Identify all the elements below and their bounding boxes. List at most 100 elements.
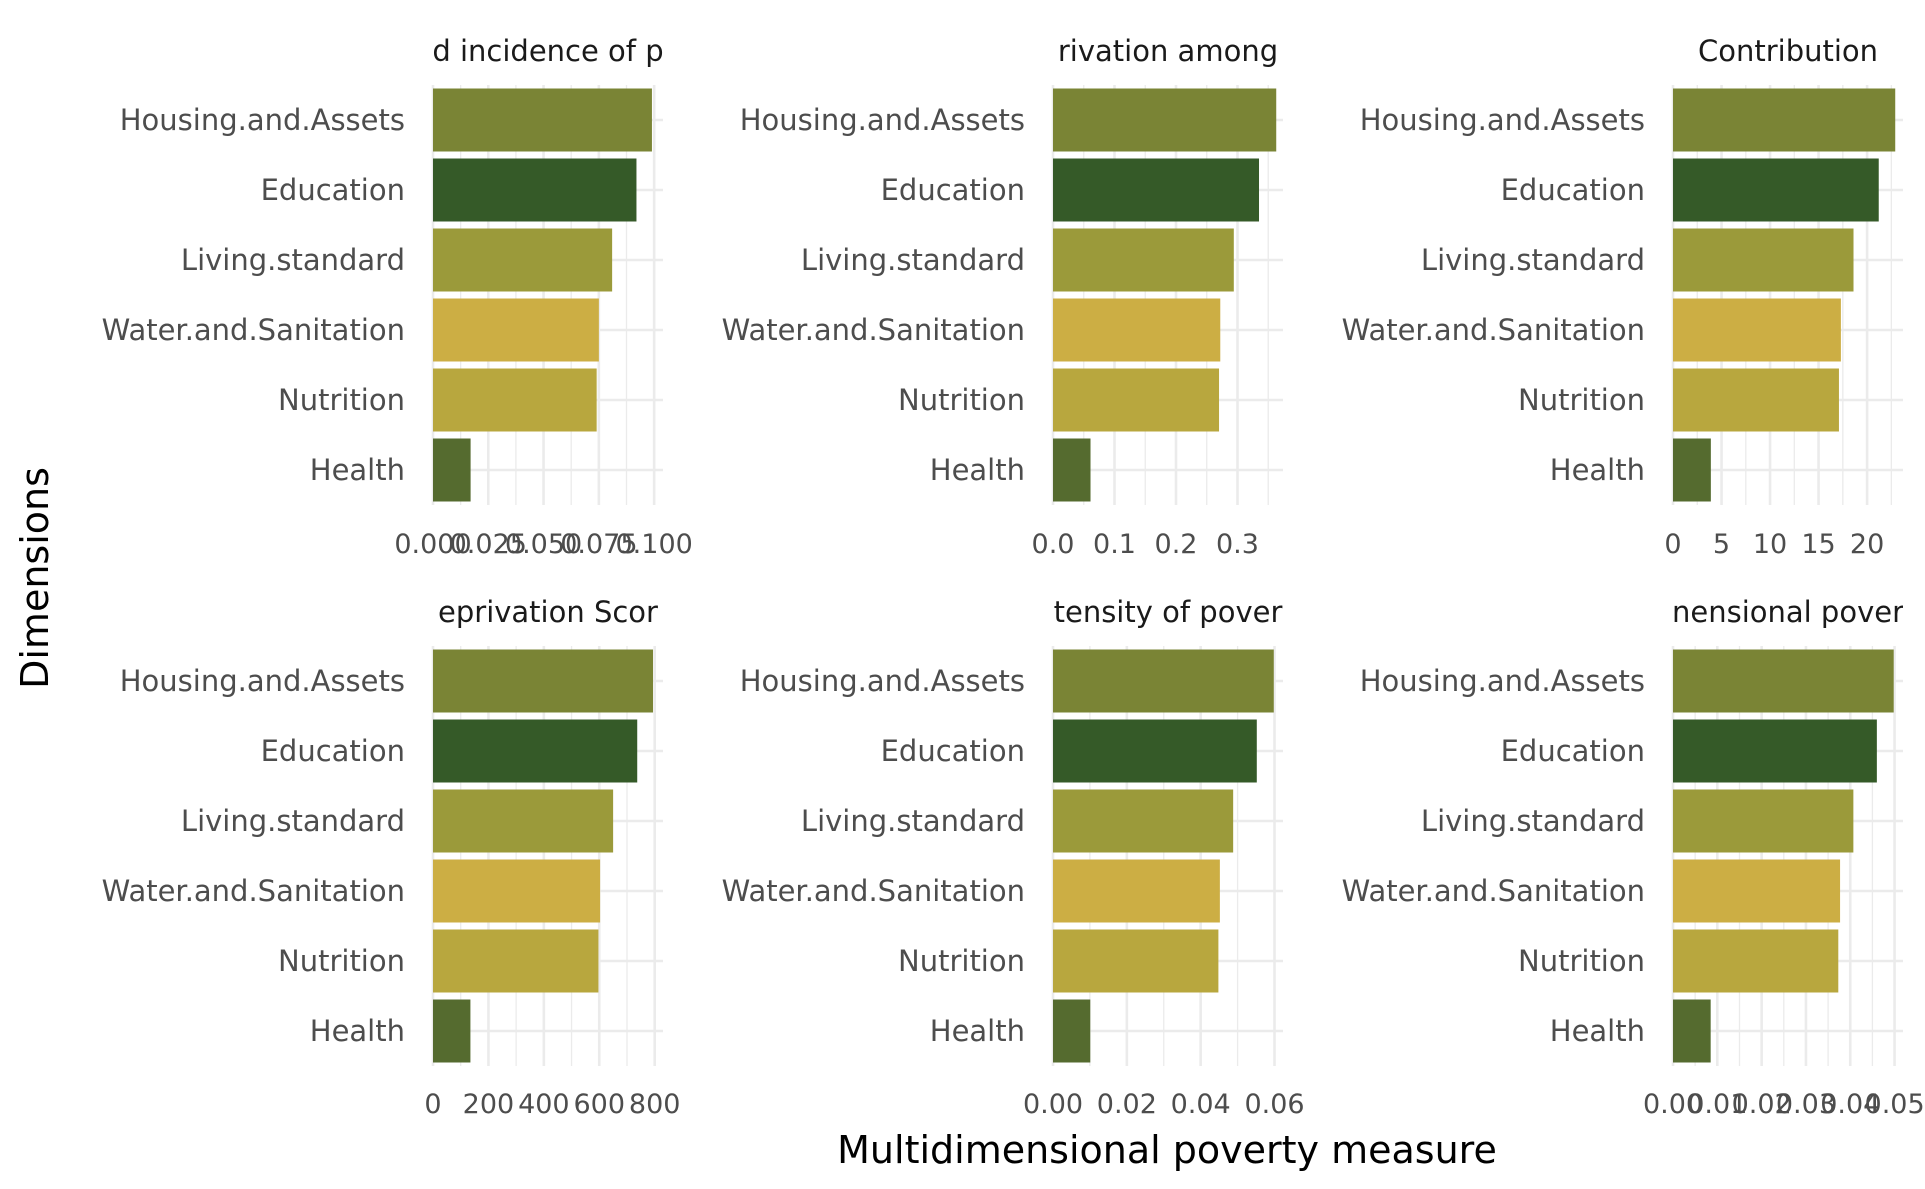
x-tick-label: 0 (424, 1089, 441, 1120)
x-tick-label: 5 (1713, 529, 1730, 560)
y-category-label: Nutrition (278, 383, 405, 417)
y-category-label: Nutrition (898, 383, 1025, 417)
y-category-label: Education (1501, 734, 1645, 768)
x-tick-label: 0.025 (450, 529, 527, 560)
panel-title: rivation among (1058, 34, 1278, 68)
bar-education (1053, 158, 1260, 222)
x-tick-label: 800 (629, 1089, 681, 1120)
x-tick-label: 0 (1664, 529, 1681, 560)
bar-housing-and-assets (1053, 88, 1277, 152)
y-category-label: Health (310, 1014, 405, 1048)
bar-nutrition (433, 368, 597, 432)
y-axis-title: Dimensions (13, 467, 57, 689)
panel-title: eprivation Scor (438, 595, 658, 629)
y-category-label: Nutrition (1518, 383, 1645, 417)
x-tick-label: 0.1 (1093, 529, 1136, 560)
x-tick-label: 0.100 (616, 529, 693, 560)
y-category-label: Education (261, 173, 405, 207)
bar-nutrition (433, 929, 599, 993)
y-category-label: Health (310, 453, 405, 487)
x-tick-label: 0.04 (1820, 1089, 1880, 1120)
bar-nutrition (1673, 368, 1839, 432)
y-category-label: Living.standard (1421, 804, 1645, 838)
y-category-label: Living.standard (181, 804, 405, 838)
bar-living-standard (1673, 789, 1854, 853)
y-category-label: Living.standard (801, 243, 1025, 277)
bar-education (1053, 719, 1257, 783)
y-category-label: Housing.and.Assets (1360, 103, 1645, 137)
y-category-label: Housing.and.Assets (120, 664, 405, 698)
bar-nutrition (1673, 929, 1839, 993)
bar-housing-and-assets (433, 649, 654, 713)
panel-title: Contribution (1698, 34, 1878, 68)
bar-housing-and-assets (433, 88, 652, 152)
bar-living-standard (433, 789, 614, 853)
bar-living-standard (1053, 228, 1234, 292)
x-axis-title: Multidimensional poverty measure (837, 1128, 1497, 1172)
panel-2: 0.0 0.1 0.2 0.3 Health Nutrition Water.and.San… (722, 34, 1283, 560)
bar-water-and-sanitation (1053, 859, 1220, 923)
bar-health (433, 438, 471, 502)
x-tick-label: 15 (1801, 529, 1835, 560)
bar-living-standard (433, 228, 613, 292)
x-tick-label: 400 (518, 1089, 570, 1120)
bar-health (1053, 438, 1091, 502)
y-category-label: Education (881, 173, 1025, 207)
y-category-label: Health (930, 1014, 1025, 1048)
bar-health (1053, 999, 1091, 1063)
bar-water-and-sanitation (1673, 298, 1841, 362)
x-tick-label: 0.01 (1687, 1089, 1747, 1120)
x-tick-label: 0.3 (1216, 529, 1259, 560)
y-category-label: Health (1550, 453, 1645, 487)
panel-title: tensity of pover (1054, 595, 1283, 629)
x-tick-label: 600 (573, 1089, 625, 1120)
y-category-label: Housing.and.Assets (120, 103, 405, 137)
bar-nutrition (1053, 368, 1220, 432)
x-tick-label: 20 (1850, 529, 1884, 560)
x-tick-label: 0.075 (560, 529, 637, 560)
bar-housing-and-assets (1673, 649, 1894, 713)
y-category-label: Water.and.Sanitation (102, 313, 405, 347)
x-tick-label: 200 (463, 1089, 515, 1120)
bar-education (433, 158, 637, 222)
y-category-label: Water.and.Sanitation (722, 874, 1025, 908)
y-category-label: Housing.and.Assets (740, 664, 1025, 698)
x-tick-label: 0.00 (1643, 1089, 1703, 1120)
bar-health (433, 999, 471, 1063)
panel-4: 0 200 400 600 800 Health Nutrition Water.and.Sa… (102, 595, 681, 1120)
y-category-label: Housing.and.Assets (740, 103, 1025, 137)
y-category-label: Water.and.Sanitation (722, 313, 1025, 347)
bar-water-and-sanitation (433, 859, 601, 923)
x-tick-label: 0.02 (1097, 1089, 1157, 1120)
y-category-label: Health (1550, 1014, 1645, 1048)
bar-housing-and-assets (1673, 88, 1896, 152)
x-tick-label: 0.2 (1155, 529, 1198, 560)
x-tick-label: 0.0 (1032, 529, 1075, 560)
panel-6: 0.000.010.020.030.040.05 Health Nutrition W… (1342, 595, 1925, 1120)
y-category-label: Education (881, 734, 1025, 768)
y-category-label: Nutrition (278, 944, 405, 978)
bar-education (433, 719, 638, 783)
bar-water-and-sanitation (1053, 298, 1221, 362)
x-tick-label: 0.06 (1244, 1089, 1304, 1120)
bar-water-and-sanitation (433, 298, 599, 362)
bar-education (1673, 719, 1877, 783)
panel-title: d incidence of p (432, 34, 663, 68)
panel-title: nensional pover (1672, 595, 1904, 629)
y-category-label: Health (930, 453, 1025, 487)
panel-5: 0.00 0.02 0.04 0.06 Health Nutrition Water.and… (722, 595, 1305, 1120)
bar-health (1673, 438, 1711, 502)
x-tick-label: 0.04 (1171, 1089, 1231, 1120)
bar-water-and-sanitation (1673, 859, 1841, 923)
bar-nutrition (1053, 929, 1219, 993)
panel-3: 0 5 10 15 20 Health Nutrition Water.and.Sanitat… (1342, 34, 1903, 560)
y-category-label: Water.and.Sanitation (102, 874, 405, 908)
bar-living-standard (1673, 228, 1854, 292)
bar-education (1673, 158, 1879, 222)
y-category-label: Education (261, 734, 405, 768)
x-tick-label: 0.00 (1023, 1089, 1083, 1120)
y-category-label: Living.standard (1421, 243, 1645, 277)
